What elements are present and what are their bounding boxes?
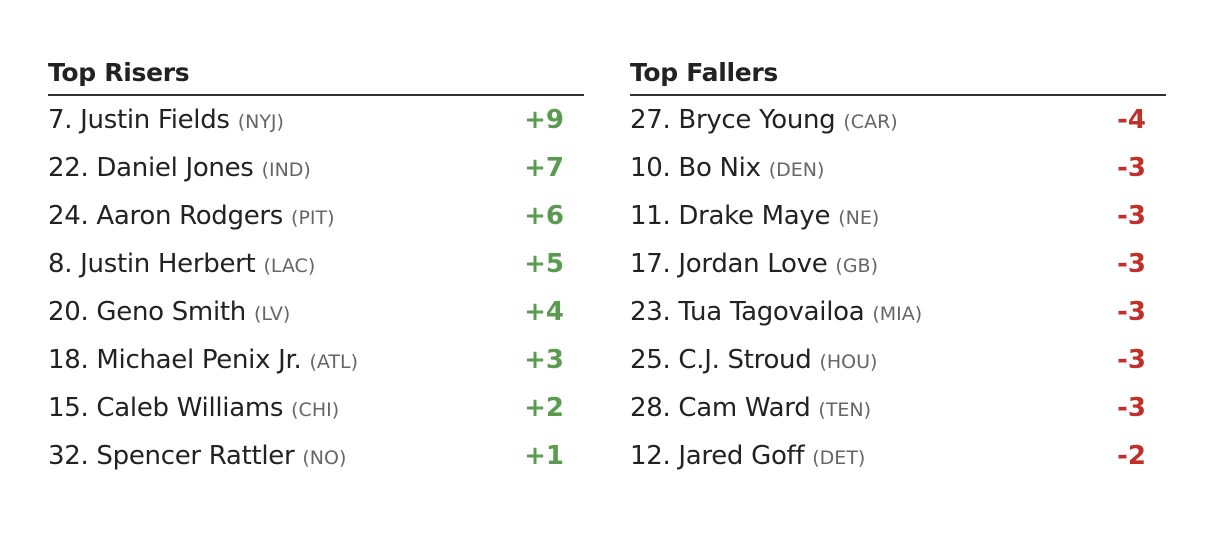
row: 24. Aaron Rodgers (PIT) +6 [48,192,584,240]
rank-change: -3 [1117,249,1146,279]
section-title: Top Fallers [630,52,1166,96]
row: 17. Jordan Love (GB) -3 [630,240,1166,288]
team: (TEN) [818,399,872,421]
player-name: 28. Cam Ward [630,393,811,423]
rank-change: -2 [1117,441,1146,471]
team: (NYJ) [237,111,284,133]
team: (HOU) [819,351,878,373]
section: Top Fallers 27. Bryce Young (CAR) -4 10. Bo … [630,52,1166,480]
row: 7. Justin Fields (NYJ) +9 [48,96,584,144]
rank-change: +5 [524,249,564,279]
player-name: 27. Bryce Young [630,105,836,135]
team: (LV) [253,303,291,325]
team: (DEN) [768,159,825,181]
row: 28. Cam Ward (TEN) -3 [630,384,1166,432]
row: 12. Jared Goff (DET) -2 [630,432,1166,480]
team: (PIT) [291,207,335,229]
player-name: 17. Jordan Love [630,249,828,279]
rank-change: +6 [524,201,564,231]
row: 22. Daniel Jones (IND) +7 [48,144,584,192]
row: 20. Geno Smith (LV) +4 [48,288,584,336]
team: (MIA) [872,303,923,325]
rank-change: +9 [524,105,564,135]
rank-change: -3 [1117,345,1146,375]
section: Top Risers 7. Justin Fields (NYJ) +9 22. Dan… [48,52,584,480]
rank-change: -3 [1117,393,1146,423]
player-name: 24. Aaron Rodgers [48,201,284,231]
team: (NE) [838,207,880,229]
player-name: 23. Tua Tagovailoa [630,297,865,327]
rank-change: -3 [1117,297,1146,327]
player-name: 11. Drake Maye [630,201,831,231]
player-name: 8. Justin Herbert [48,249,256,279]
team: (LAC) [263,255,316,277]
team: (ATL) [309,351,359,373]
row: 23. Tua Tagovailoa (MIA) -3 [630,288,1166,336]
row: 25. C.J. Stroud (HOU) -3 [630,336,1166,384]
row: 15. Caleb Williams (CHI) +2 [48,384,584,432]
section-title: Top Risers [48,52,584,96]
player-name: 32. Spencer Rattler [48,441,295,471]
player-name: 12. Jared Goff [630,441,805,471]
rank-change: +3 [524,345,564,375]
player-name: 20. Geno Smith [48,297,246,327]
row: 32. Spencer Rattler (NO) +1 [48,432,584,480]
team: (DET) [812,447,866,469]
team: (NO) [302,447,347,469]
rank-change: +4 [524,297,564,327]
player-name: 7. Justin Fields [48,105,230,135]
player-name: 15. Caleb Williams [48,393,284,423]
rank-change: -3 [1117,153,1146,183]
rank-change: +7 [524,153,564,183]
team: (IND) [261,159,311,181]
player-name: 22. Daniel Jones [48,153,254,183]
rank-change: -3 [1117,201,1146,231]
player-name: 18. Michael Penix Jr. [48,345,302,375]
rank-change: +1 [524,441,564,471]
team: (CHI) [291,399,340,421]
row: 10. Bo Nix (DEN) -3 [630,144,1166,192]
player-name: 10. Bo Nix [630,153,761,183]
row: 27. Bryce Young (CAR) -4 [630,96,1166,144]
row: 18. Michael Penix Jr. (ATL) +3 [48,336,584,384]
team: (CAR) [843,111,898,133]
player-name: 25. C.J. Stroud [630,345,812,375]
lists: Top Risers 7. Justin Fields (NYJ) +9 22. Dan… [48,52,1166,480]
team: (GB) [835,255,879,277]
rank-change: +2 [524,393,564,423]
rank-change: -4 [1117,105,1146,135]
row: 11. Drake Maye (NE) -3 [630,192,1166,240]
row: 8. Justin Herbert (LAC) +5 [48,240,584,288]
